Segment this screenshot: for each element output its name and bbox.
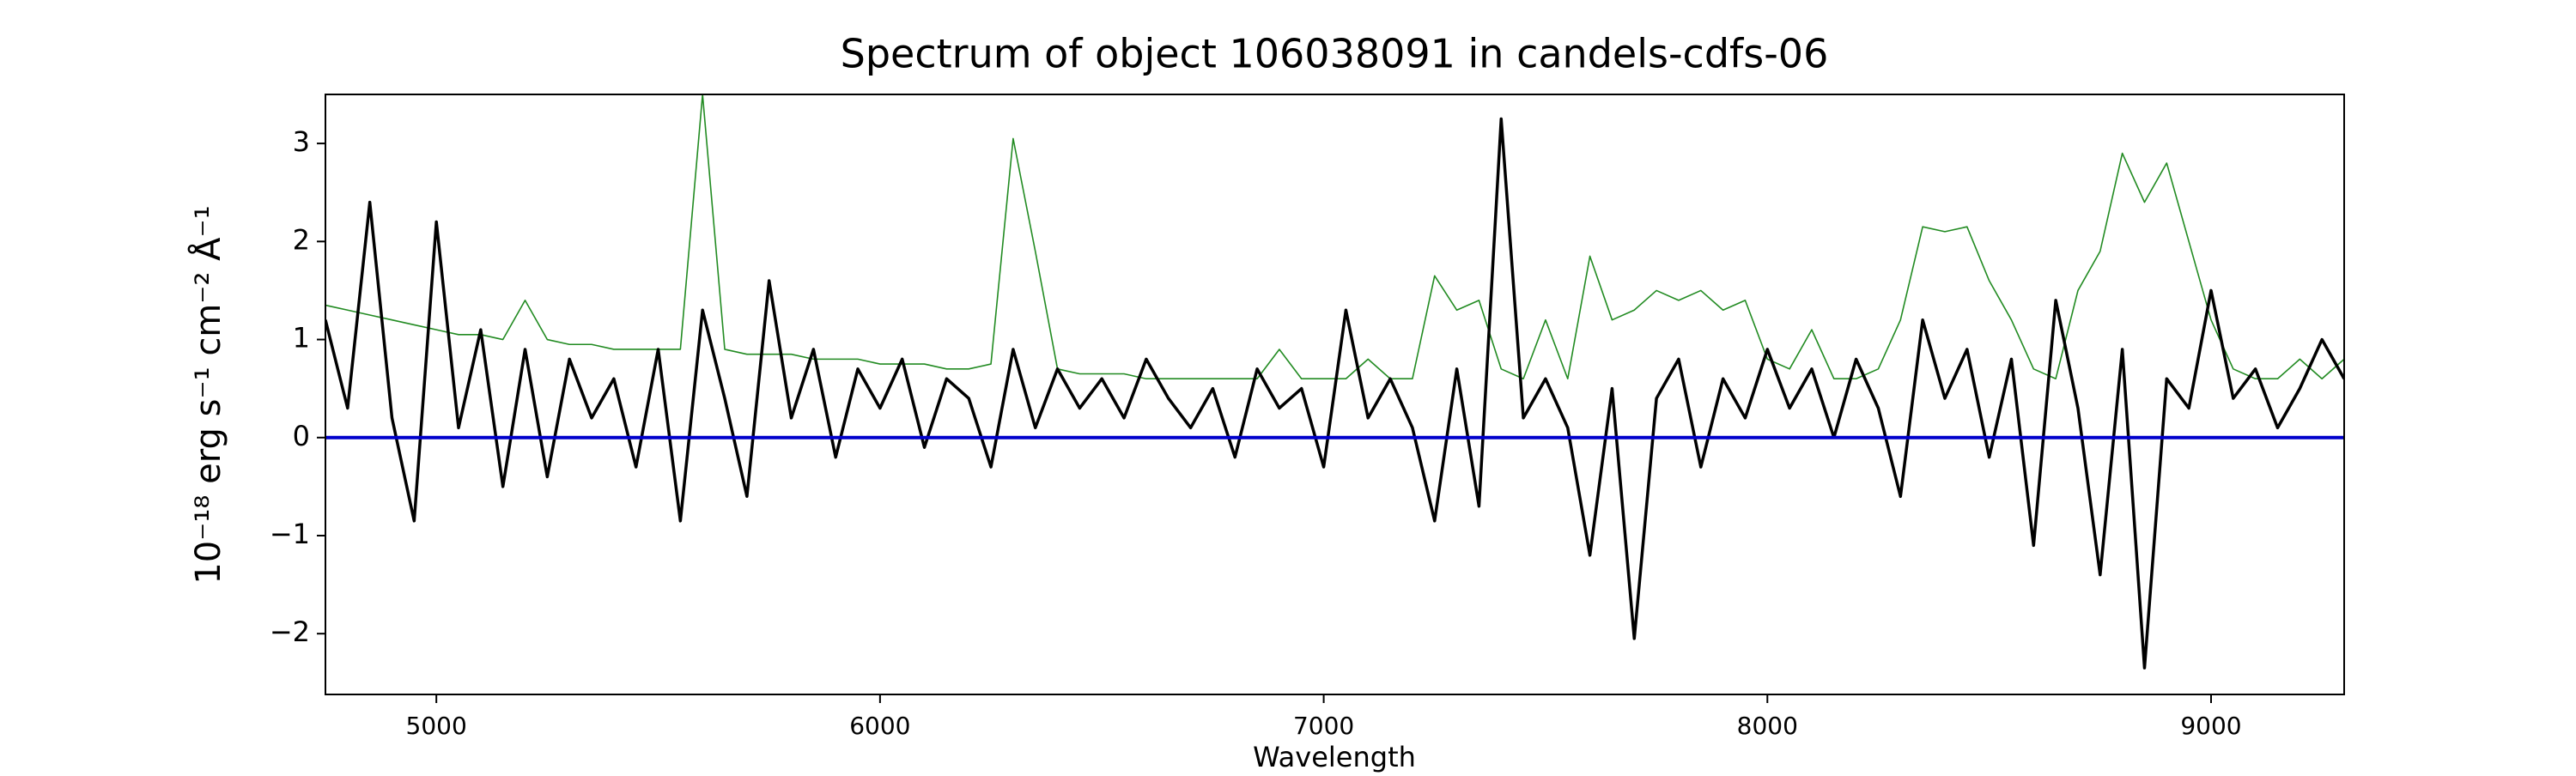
x-tick-label: 8000 xyxy=(1737,712,1798,740)
y-tick-label: 1 xyxy=(293,322,310,355)
plot-area xyxy=(325,94,2344,670)
x-tick-label: 7000 xyxy=(1293,712,1354,740)
chart-title: Spectrum of object 106038091 in candels-… xyxy=(841,31,1829,77)
y-tick-label: 3 xyxy=(293,125,310,158)
y-tick-label: 2 xyxy=(293,223,310,256)
y-axis-label: 10⁻¹⁸ erg s⁻¹ cm⁻² Å⁻¹ xyxy=(187,205,228,584)
spectrum-line xyxy=(325,94,2344,380)
x-axis-label: Wavelength xyxy=(1253,741,1416,773)
spectrum-line xyxy=(325,117,2344,670)
y-tick-label: −2 xyxy=(270,615,310,648)
y-tick-label: −1 xyxy=(270,518,310,550)
y-tick-label: 0 xyxy=(293,420,310,452)
plot-frame xyxy=(325,94,2345,695)
x-tick-label: 9000 xyxy=(2180,712,2241,740)
x-tick-label: 6000 xyxy=(849,712,910,740)
x-tick-label: 5000 xyxy=(406,712,467,740)
